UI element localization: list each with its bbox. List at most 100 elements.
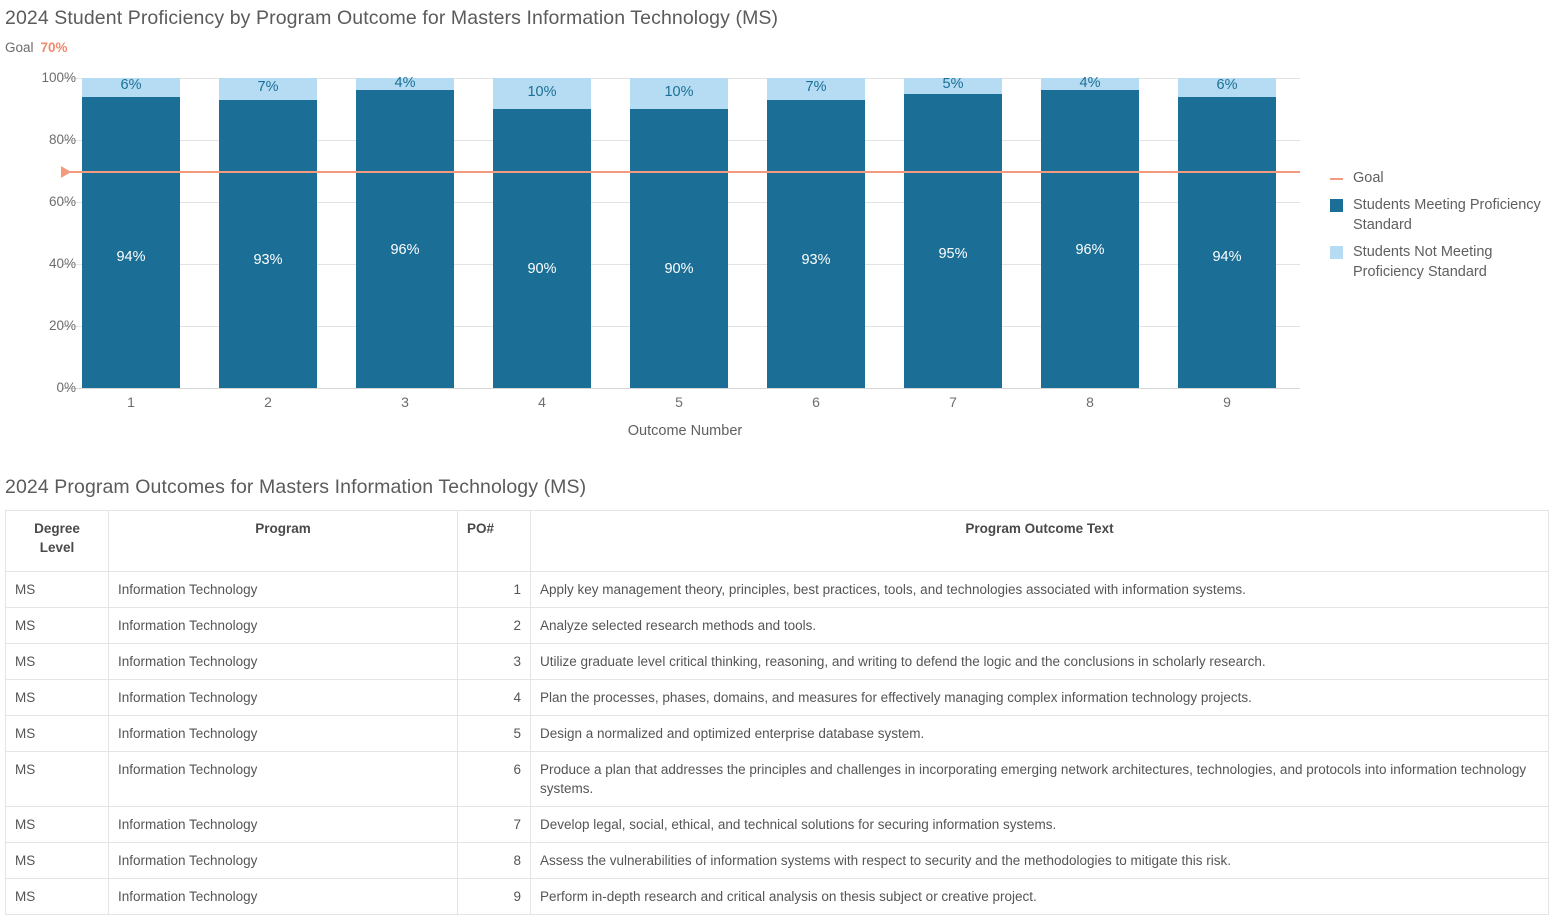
bar-segment-not-meeting[interactable]: 4% — [1041, 75, 1139, 92]
bar-segment-not-meeting[interactable]: 5% — [904, 75, 1002, 94]
goal-arrow-icon — [61, 166, 71, 178]
cell-po-number: 4 — [457, 679, 531, 716]
plot-area: 0% 20% 40% 60% 80% 100% 6% 94% 7% 93% 4% 96% 10% 90%… — [41, 70, 1300, 439]
bar-stack[interactable]: 10% 90% — [493, 78, 591, 388]
column-header-degree-level: Degree Level — [5, 510, 109, 572]
cell-degree-level: MS — [5, 878, 109, 915]
bar-label-not-meeting: 7% — [805, 78, 827, 95]
x-tick-label: 3 — [401, 394, 409, 410]
cell-outcome-text: Produce a plan that addresses the princi… — [530, 751, 1549, 807]
bar-segment-not-meeting[interactable]: 6% — [1178, 77, 1276, 97]
bar-stack[interactable]: 7% 93% — [219, 78, 317, 388]
y-tick-label: 40% — [48, 256, 76, 271]
table-row: MS Information Technology 2 Analyze selecte… — [5, 607, 1549, 644]
bar-label-not-meeting: 10% — [664, 83, 694, 100]
bar-segment-not-meeting[interactable]: 10% — [493, 78, 591, 109]
cell-po-number: 5 — [457, 715, 531, 752]
table-row: MS Information Technology 7 Develop legal, … — [5, 806, 1549, 843]
bar-label-meeting: 90% — [664, 261, 694, 277]
bar-segment-not-meeting[interactable]: 10% — [630, 78, 728, 109]
bar-stack[interactable]: 6% 94% — [82, 77, 180, 388]
chart-legend: Goal Students Meeting Proficiency Standar… — [1330, 168, 1550, 289]
cell-outcome-text: Design a normalized and optimized enterp… — [530, 715, 1549, 752]
cell-po-number: 3 — [457, 643, 531, 680]
cell-degree-level: MS — [5, 751, 109, 807]
bar-label-not-meeting: 7% — [257, 78, 279, 95]
x-tick-label: 2 — [264, 394, 272, 410]
bar-label-meeting: 94% — [1212, 248, 1242, 265]
bar-label-not-meeting: 4% — [394, 75, 416, 92]
bar-segment-meeting[interactable]: 94% — [1178, 96, 1276, 388]
table-header-row: Degree Level Program PO# Program Outcome… — [5, 510, 1549, 572]
table-body: MS Information Technology 1 Apply key manag… — [5, 571, 1549, 915]
cell-po-number: 6 — [457, 751, 531, 807]
bar-segment-meeting[interactable]: 95% — [904, 93, 1002, 388]
cell-program: Information Technology — [108, 806, 458, 843]
bar-label-not-meeting: 6% — [120, 77, 142, 94]
y-tick-mark — [62, 326, 69, 327]
cell-program: Information Technology — [108, 607, 458, 644]
bar-segment-meeting[interactable]: 90% — [630, 109, 728, 388]
cell-degree-level: MS — [5, 643, 109, 680]
bar-segment-meeting[interactable]: 96% — [1041, 90, 1139, 388]
cell-program: Information Technology — [108, 715, 458, 752]
table-row: MS Information Technology 3 Utilize graduat… — [5, 643, 1549, 680]
cell-program: Information Technology — [108, 679, 458, 716]
cell-outcome-text: Utilize graduate level critical thinking… — [530, 643, 1549, 680]
x-tick-label: 5 — [675, 394, 683, 410]
legend-label: Students Not Meeting Proficiency Standar… — [1353, 244, 1493, 280]
bar-stack[interactable]: 4% 96% — [356, 75, 454, 388]
bar-label-meeting: 94% — [116, 248, 146, 265]
bar-segment-meeting[interactable]: 96% — [356, 90, 454, 388]
cell-outcome-text: Assess the vulnerabilities of informatio… — [530, 842, 1549, 879]
legend-item[interactable]: Students Meeting Proficiency Standard — [1330, 195, 1550, 235]
bar-stack[interactable]: 5% 95% — [904, 75, 1002, 388]
goal-label: Goal — [5, 40, 34, 55]
table-row: MS Information Technology 5 Design a normal… — [5, 715, 1549, 752]
cell-po-number: 9 — [457, 878, 531, 915]
cell-po-number: 1 — [457, 571, 531, 608]
table-title: 2024 Program Outcomes for Masters Inform… — [5, 476, 587, 498]
bar-segment-meeting[interactable]: 94% — [82, 96, 180, 388]
cell-po-number: 8 — [457, 842, 531, 879]
bar-stack[interactable]: 7% 93% — [767, 78, 865, 388]
program-outcomes-table: Degree Level Program PO# Program Outcome… — [5, 510, 1549, 915]
legend-swatch-icon — [1330, 246, 1343, 259]
bar-segment-meeting[interactable]: 90% — [493, 109, 591, 388]
y-tick-label: 100% — [41, 70, 76, 85]
cell-degree-level: MS — [5, 679, 109, 716]
cell-degree-level: MS — [5, 571, 109, 608]
table-head: Degree Level Program PO# Program Outcome… — [5, 510, 1549, 572]
bar-label-not-meeting: 5% — [942, 75, 964, 92]
legend-label: Students Meeting Proficiency Standard — [1353, 197, 1541, 233]
y-tick-label: 0% — [56, 380, 76, 395]
cell-program: Information Technology — [108, 878, 458, 915]
bar-label-not-meeting: 6% — [1216, 77, 1238, 94]
goal-value: 70% — [40, 40, 68, 55]
bar-stack[interactable]: 10% 90% — [630, 78, 728, 388]
bar-label-not-meeting: 4% — [1079, 75, 1101, 92]
cell-degree-level: MS — [5, 842, 109, 879]
x-tick-label: 1 — [127, 394, 135, 410]
legend-item[interactable]: Goal — [1330, 168, 1550, 188]
column-header-outcome-text: Program Outcome Text — [530, 510, 1549, 572]
y-tick-label: 80% — [48, 132, 76, 147]
goal-annotation: Goal 70% — [5, 40, 68, 55]
table-row: MS Information Technology 4 Plan the proces… — [5, 679, 1549, 716]
table-row: MS Information Technology 9 Perform in-dept… — [5, 878, 1549, 915]
legend-item[interactable]: Students Not Meeting Proficiency Standar… — [1330, 242, 1550, 282]
chart-title: 2024 Student Proficiency by Program Outc… — [5, 7, 779, 29]
bar-segment-not-meeting[interactable]: 7% — [767, 78, 865, 100]
bar-segment-not-meeting[interactable]: 7% — [219, 78, 317, 100]
bar-segment-meeting[interactable]: 93% — [767, 99, 865, 388]
bar-stack[interactable]: 4% 96% — [1041, 75, 1139, 388]
cell-degree-level: MS — [5, 806, 109, 843]
bar-segment-not-meeting[interactable]: 4% — [356, 75, 454, 92]
column-header-program: Program — [108, 510, 458, 572]
bar-segment-not-meeting[interactable]: 6% — [82, 77, 180, 97]
bar-stack[interactable]: 6% 94% — [1178, 77, 1276, 388]
bar-segment-meeting[interactable]: 93% — [219, 99, 317, 388]
proficiency-chart: 2024 Student Proficiency by Program Outc… — [5, 7, 1550, 439]
legend-swatch-icon — [1330, 199, 1343, 212]
cell-degree-level: MS — [5, 715, 109, 752]
